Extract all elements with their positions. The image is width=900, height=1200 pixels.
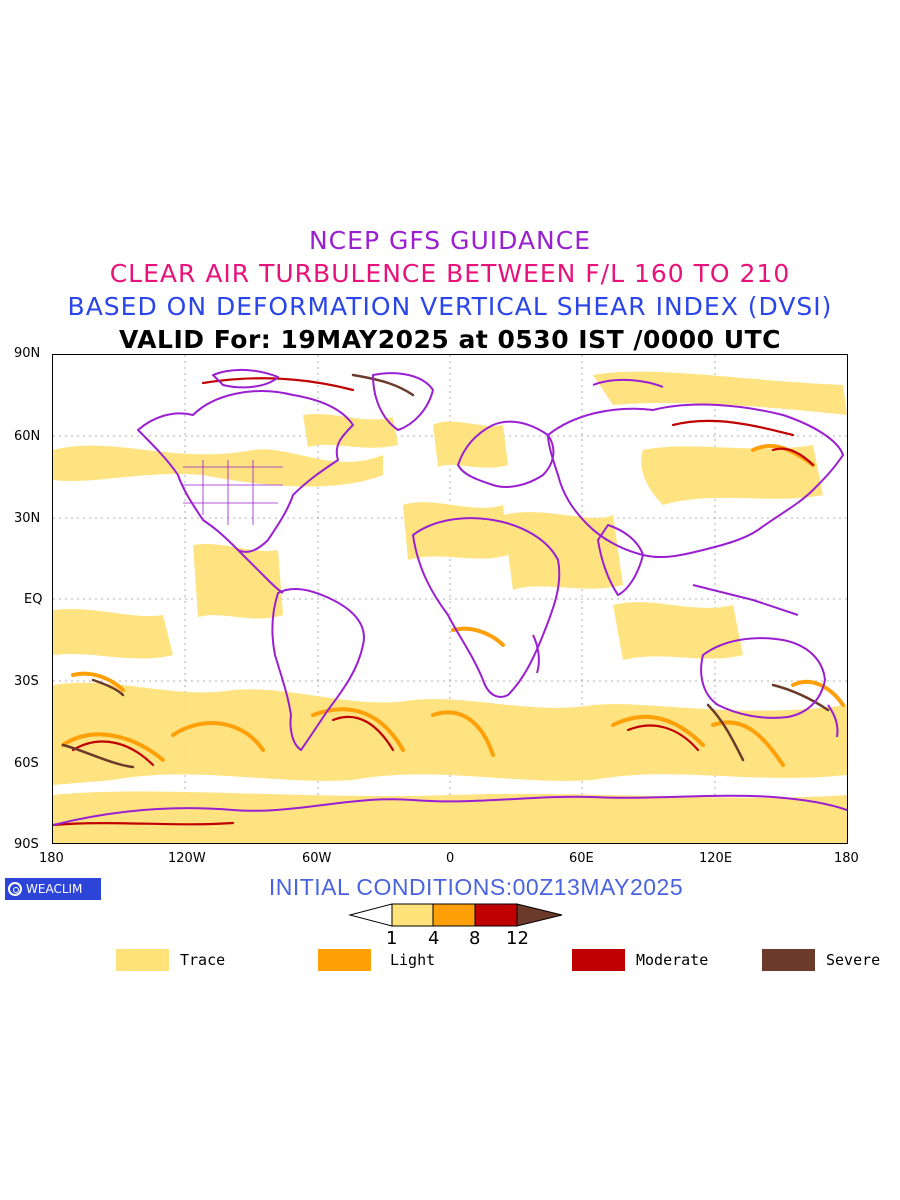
colorbar bbox=[348, 903, 563, 927]
title-valid-time: VALID For: 19MAY2025 at 0530 IST /0000 U… bbox=[119, 325, 781, 354]
turbulence-map bbox=[52, 354, 848, 844]
colorbar-tick-12: 12 bbox=[506, 928, 529, 949]
colorbar-light bbox=[432, 903, 476, 927]
lon-label-120e: 120E bbox=[699, 851, 733, 866]
title-method: BASED ON DEFORMATION VERTICAL SHEAR INDE… bbox=[67, 292, 833, 321]
initial-conditions: INITIAL CONDITIONS:00Z13MAY2025 bbox=[268, 874, 684, 900]
colorbar-tick-4: 4 bbox=[428, 928, 440, 949]
lat-label-30s: 30S bbox=[14, 674, 39, 689]
title-model: NCEP GFS GUIDANCE bbox=[308, 226, 591, 255]
map-canvas bbox=[53, 355, 847, 843]
lat-label-eq: EQ bbox=[24, 592, 43, 607]
logo-icon bbox=[8, 882, 22, 896]
lat-label-60s: 60S bbox=[14, 756, 39, 771]
lon-label-120w: 120W bbox=[168, 851, 206, 866]
legend-label-moderate: Moderate bbox=[636, 951, 709, 969]
legend-label-trace: Trace bbox=[180, 951, 226, 969]
lon-label-180w: 180 bbox=[39, 851, 64, 866]
logo-text: WEACLIM bbox=[26, 882, 83, 896]
lat-label-90s: 90S bbox=[14, 837, 39, 852]
lon-label-60w: 60W bbox=[302, 851, 332, 866]
trace-areas bbox=[53, 371, 847, 843]
legend-swatch-moderate bbox=[572, 949, 625, 971]
lat-label-90n: 90N bbox=[14, 346, 41, 361]
title-product: CLEAR AIR TURBULENCE BETWEEN F/L 160 TO … bbox=[109, 259, 791, 288]
legend-swatch-trace bbox=[116, 949, 169, 971]
colorbar-moderate bbox=[474, 903, 518, 927]
lon-label-0: 0 bbox=[446, 851, 455, 866]
us-state-lines bbox=[183, 460, 283, 525]
colorbar-severe bbox=[516, 903, 563, 927]
lat-label-30n: 30N bbox=[14, 511, 41, 526]
legend-swatch-light bbox=[318, 949, 371, 971]
lat-label-60n: 60N bbox=[14, 429, 41, 444]
colorbar-tick-1: 1 bbox=[386, 928, 398, 949]
colorbar-trace bbox=[391, 903, 434, 927]
colorbar-under bbox=[348, 903, 393, 927]
lon-label-60e: 60E bbox=[569, 851, 594, 866]
weaclim-logo: WEACLIM bbox=[5, 878, 101, 900]
legend-swatch-severe bbox=[762, 949, 815, 971]
lon-label-180e: 180 bbox=[834, 851, 859, 866]
severe-areas bbox=[61, 373, 830, 769]
colorbar-tick-8: 8 bbox=[469, 928, 481, 949]
legend-label-light: Light bbox=[390, 951, 436, 969]
moderate-areas bbox=[53, 377, 815, 827]
coastlines bbox=[53, 368, 847, 826]
legend-label-severe: Severe bbox=[826, 951, 881, 969]
